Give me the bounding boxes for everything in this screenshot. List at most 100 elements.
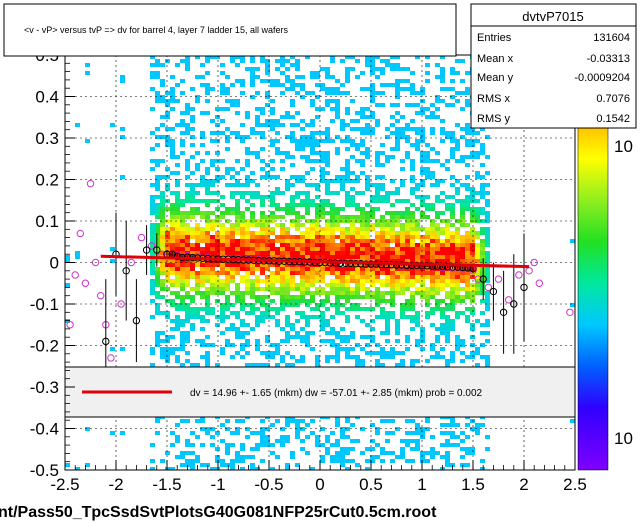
heat-cell bbox=[245, 279, 250, 283]
heat-cell bbox=[420, 135, 425, 139]
heat-cell bbox=[185, 291, 190, 295]
heat-cell bbox=[285, 467, 290, 470]
heat-cell bbox=[400, 227, 405, 231]
heat-cell bbox=[230, 251, 235, 255]
heat-cell bbox=[235, 179, 240, 183]
heat-cell bbox=[200, 259, 205, 263]
heat-cell bbox=[230, 55, 235, 59]
heat-cell bbox=[235, 251, 240, 255]
heat-cell bbox=[415, 259, 420, 263]
heat-cell bbox=[180, 215, 185, 219]
heat-cell bbox=[430, 131, 435, 135]
heat-cell bbox=[280, 287, 285, 291]
heat-cell bbox=[335, 355, 340, 359]
heat-cell bbox=[320, 131, 325, 135]
heat-cell bbox=[400, 271, 405, 275]
heat-cell bbox=[460, 199, 465, 203]
heat-cell bbox=[305, 287, 310, 291]
heat-cell bbox=[485, 267, 490, 271]
heat-cell bbox=[330, 215, 335, 219]
heat-cell bbox=[380, 227, 385, 231]
heat-cell bbox=[170, 191, 175, 195]
heat-cell bbox=[255, 447, 260, 451]
heat-cell bbox=[375, 187, 380, 191]
heat-cell bbox=[395, 191, 400, 195]
heat-cell bbox=[460, 159, 465, 163]
heat-cell bbox=[405, 211, 410, 215]
heat-cell bbox=[235, 159, 240, 163]
heat-cell bbox=[335, 255, 340, 259]
heat-cell bbox=[210, 227, 215, 231]
heat-cell bbox=[270, 159, 275, 163]
heat-cell bbox=[315, 219, 320, 223]
heat-cell bbox=[245, 363, 250, 367]
heat-cell bbox=[160, 195, 165, 199]
heat-cell bbox=[330, 207, 335, 211]
heat-cell bbox=[405, 231, 410, 235]
heat-cell bbox=[390, 263, 395, 267]
heat-cell bbox=[455, 423, 460, 427]
heat-cell bbox=[395, 215, 400, 219]
heat-cell bbox=[180, 331, 185, 335]
heat-cell bbox=[315, 235, 320, 239]
heat-cell bbox=[335, 191, 340, 195]
heat-cell bbox=[370, 423, 375, 427]
heat-cell bbox=[360, 235, 365, 239]
heat-cell bbox=[390, 147, 395, 151]
heat-cell bbox=[335, 211, 340, 215]
heat-cell bbox=[250, 151, 255, 155]
heat-cell bbox=[410, 447, 415, 451]
heat-cell bbox=[360, 427, 365, 431]
heat-cell bbox=[185, 275, 190, 279]
heat-cell bbox=[430, 343, 435, 347]
heat-cell bbox=[460, 271, 465, 275]
heat-cell bbox=[385, 255, 390, 259]
heat-cell bbox=[315, 83, 320, 87]
heat-cell bbox=[230, 167, 235, 171]
heat-cell bbox=[420, 127, 425, 131]
heat-cell bbox=[440, 119, 445, 123]
heat-cell bbox=[390, 347, 395, 351]
heat-cell bbox=[450, 359, 455, 363]
x-tick-label: 0 bbox=[315, 475, 324, 494]
heat-cell bbox=[390, 451, 395, 455]
heat-cell bbox=[280, 59, 285, 63]
heat-cell bbox=[240, 279, 245, 283]
heat-cell bbox=[255, 119, 260, 123]
heat-cell bbox=[405, 151, 410, 155]
heat-cell bbox=[455, 335, 460, 339]
heat-cell bbox=[245, 227, 250, 231]
heat-cell bbox=[410, 231, 415, 235]
heat-cell bbox=[220, 195, 225, 199]
heat-cell bbox=[465, 203, 470, 207]
heat-cell bbox=[295, 75, 300, 79]
heat-cell bbox=[455, 147, 460, 151]
heat-cell bbox=[470, 335, 475, 339]
heat-cell bbox=[310, 275, 315, 279]
heat-cell bbox=[295, 311, 300, 315]
heat-cell bbox=[400, 159, 405, 163]
heat-cell bbox=[400, 307, 405, 311]
heat-cell bbox=[305, 135, 310, 139]
heat-cell bbox=[470, 283, 475, 287]
heat-cell bbox=[360, 231, 365, 235]
heat-cell bbox=[350, 231, 355, 235]
heat-cell bbox=[330, 431, 335, 435]
heat-cell bbox=[450, 243, 455, 247]
heat-cell bbox=[395, 231, 400, 235]
heat-cell bbox=[385, 63, 390, 67]
heat-cell bbox=[385, 275, 390, 279]
heat-cell bbox=[375, 163, 380, 167]
heat-cell bbox=[330, 291, 335, 295]
heat-cell bbox=[160, 347, 165, 351]
heat-cell bbox=[470, 299, 475, 303]
heat-cell bbox=[160, 351, 165, 355]
heat-cell bbox=[175, 211, 180, 215]
heat-cell bbox=[190, 207, 195, 211]
heat-cell bbox=[120, 127, 125, 131]
heat-cell bbox=[395, 455, 400, 459]
heat-cell bbox=[340, 447, 345, 451]
heat-cell bbox=[205, 247, 210, 251]
heat-cell bbox=[270, 423, 275, 427]
heat-cell bbox=[370, 339, 375, 343]
